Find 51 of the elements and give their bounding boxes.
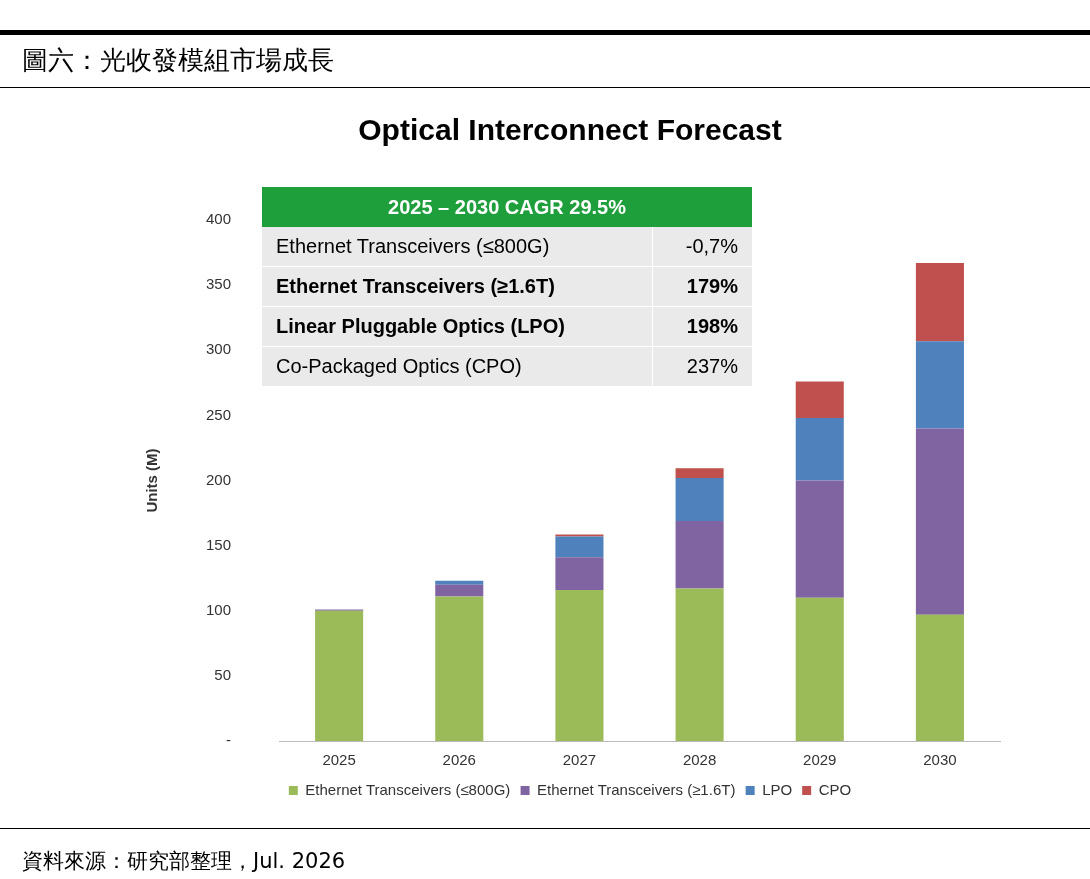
- bar: [315, 610, 364, 741]
- bar: [915, 341, 964, 429]
- bar: [915, 262, 964, 342]
- y-tick-label: 400: [206, 210, 232, 228]
- y-tick-label: 350: [206, 275, 232, 293]
- annotation: Linear Pluggable Optics (LPO): [262, 306, 653, 347]
- legend-label: Ethernet Transceivers (≤800G): [305, 780, 511, 798]
- y-tick-label: 200: [206, 470, 232, 488]
- annotation: -0,7%: [652, 227, 752, 267]
- annotation: Co-Packaged Optics (CPO): [262, 346, 653, 387]
- source-note: 資料來源：研究部整理，Jul. 2026: [0, 828, 1090, 879]
- bar: [435, 584, 484, 597]
- legend-label: LPO: [762, 780, 793, 798]
- y-tick-label: 100: [206, 600, 232, 618]
- x-tick-label: 2027: [562, 751, 597, 769]
- bar: [795, 480, 844, 598]
- bar: [435, 596, 484, 741]
- y-axis-title: Units (M): [143, 448, 161, 513]
- x-tick-label: 2028: [682, 751, 717, 769]
- bar: [555, 557, 604, 590]
- bar: [555, 589, 604, 741]
- y-tick-label: 250: [206, 405, 232, 423]
- y-tick-label: 150: [206, 535, 232, 553]
- bar: [795, 597, 844, 741]
- bar: [795, 417, 844, 481]
- bar: [555, 536, 604, 558]
- y-tick-label: -: [226, 731, 232, 749]
- bar: [795, 381, 844, 418]
- text: 2025 – 2030 CAGR 29.5%: [388, 195, 626, 218]
- annotation: 198%: [652, 306, 752, 347]
- chart-subtitle: Optical Interconnect Forecast: [358, 113, 782, 147]
- legend-label: CPO: [818, 780, 852, 798]
- x-tick-label: 2025: [322, 751, 356, 769]
- annotation: Ethernet Transceivers (≤800G): [262, 227, 653, 267]
- bar: [915, 614, 964, 741]
- annotation: 179%: [652, 266, 752, 307]
- bar: [675, 468, 724, 478]
- y-tick-label: 300: [206, 340, 232, 358]
- chart-title: 圖六：光收發模組市場成長: [0, 30, 1090, 88]
- x-tick-label: 2029: [803, 751, 837, 769]
- bar: [435, 580, 484, 585]
- x-tick-label: 2030: [923, 751, 957, 769]
- bar: [675, 588, 724, 741]
- bar: [675, 520, 724, 589]
- bar: [675, 477, 724, 521]
- y-tick-label: 50: [214, 666, 232, 684]
- x-tick-label: 2026: [442, 751, 476, 769]
- annotation: Ethernet Transceivers (≥1.6T): [262, 266, 653, 307]
- bar: [915, 428, 964, 615]
- annotation: 237%: [652, 346, 752, 387]
- legend-label: Ethernet Transceivers (≥1.6T): [537, 780, 736, 798]
